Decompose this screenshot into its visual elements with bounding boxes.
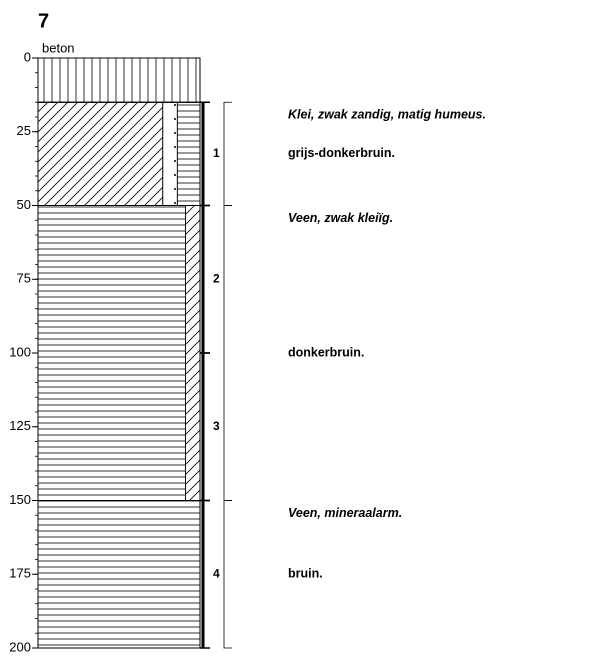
- sample-label: 3: [213, 419, 220, 433]
- tick-label: 200: [9, 639, 31, 654]
- sample-label: 1: [213, 146, 220, 160]
- layer-bracket: [223, 205, 232, 501]
- tick-label: 175: [9, 566, 31, 581]
- layer-description: Veen, zwak kleiïg.: [288, 211, 393, 225]
- tick-label: 75: [17, 271, 31, 286]
- layer-fill: [37, 57, 201, 103]
- sample-label: 4: [213, 566, 220, 580]
- tick-label: 125: [9, 418, 31, 433]
- layer-fill: [176, 101, 201, 206]
- layer-fill: [37, 500, 201, 649]
- layer-fill: [37, 205, 186, 501]
- layer-description: Klei, zwak zandig, matig humeus.: [288, 108, 486, 122]
- layer-fill: [37, 101, 164, 206]
- tick-label: 25: [17, 123, 31, 138]
- tick-label: 0: [24, 49, 31, 64]
- layer-description: donkerbruin.: [288, 345, 364, 359]
- sample-label: 2: [213, 271, 220, 285]
- layer-description: grijs-donkerbruin.: [288, 146, 395, 160]
- layer-fill: [162, 101, 178, 206]
- tick-label: 50: [17, 197, 31, 212]
- title: 7: [38, 10, 49, 32]
- layer-label: beton: [42, 40, 75, 55]
- layer-bracket: [223, 500, 232, 649]
- layer-description: bruin.: [288, 567, 323, 581]
- layer-bracket: [223, 101, 232, 206]
- layer-description: Veen, mineraalarm.: [288, 506, 402, 520]
- tick-label: 100: [9, 344, 31, 359]
- tick-label: 150: [9, 492, 31, 507]
- layer-fill: [185, 205, 201, 501]
